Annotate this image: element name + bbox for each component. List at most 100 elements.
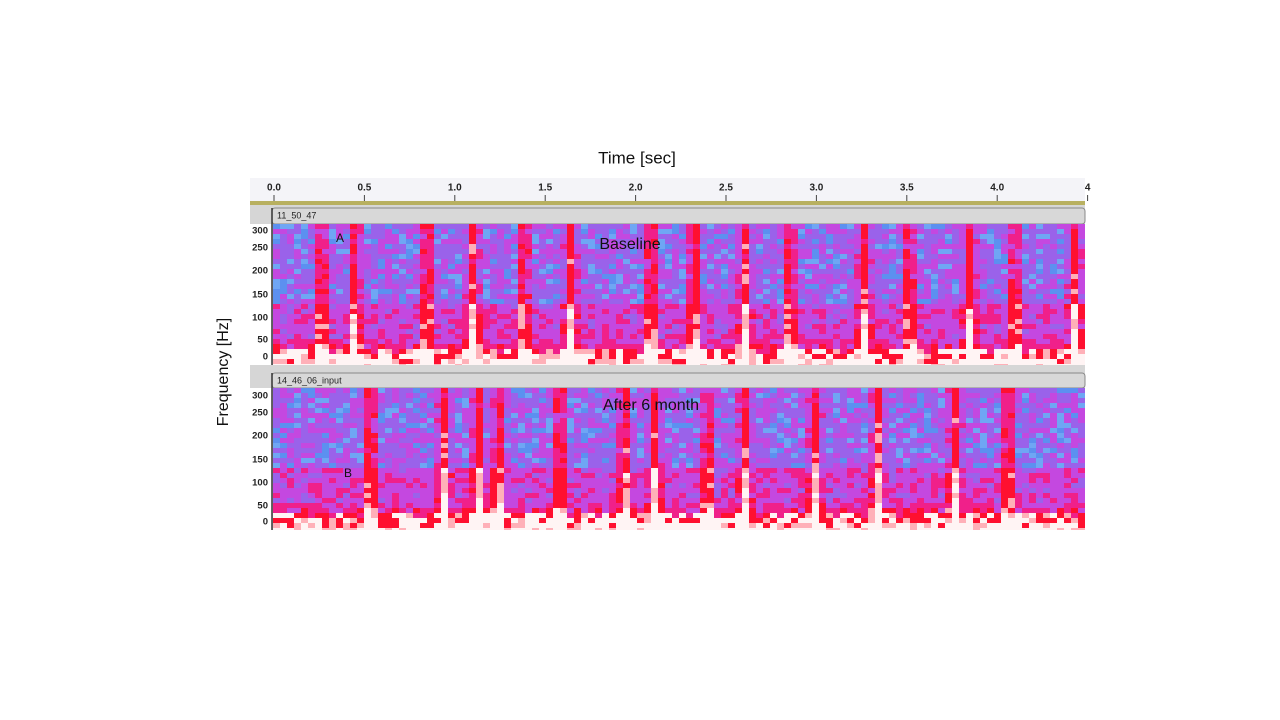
spectrogram-cell (539, 324, 546, 329)
spectrogram-cell (322, 518, 329, 523)
spectrogram-cell (406, 388, 413, 393)
spectrogram-cell (609, 488, 616, 493)
spectrogram-cell (315, 229, 322, 234)
spectrogram-cell (791, 244, 798, 249)
spectrogram-cell (742, 309, 749, 314)
spectrogram-cell (476, 388, 483, 393)
spectrogram-cell (1001, 324, 1008, 329)
spectrogram-cell (609, 279, 616, 284)
spectrogram-cell (623, 299, 630, 304)
spectrogram-cell (721, 344, 728, 349)
spectrogram-cell (357, 513, 364, 518)
spectrogram-cell (1057, 224, 1064, 229)
spectrogram-cell (707, 339, 714, 344)
spectrogram-cell (826, 259, 833, 264)
spectrogram-cell (273, 359, 280, 364)
spectrogram-cell (658, 359, 665, 364)
spectrogram-cell (686, 319, 693, 324)
spectrogram-cell (644, 423, 651, 428)
spectrogram-cell (791, 304, 798, 309)
y-tick-label: 250 (252, 408, 268, 419)
spectrogram-cell (581, 324, 588, 329)
spectrogram-cell (994, 274, 1001, 279)
spectrogram-cell (602, 319, 609, 324)
spectrogram-cell (476, 528, 483, 530)
spectrogram-cell (329, 388, 336, 393)
spectrogram-cell (735, 339, 742, 344)
spectrogram-cell (294, 249, 301, 254)
spectrogram-cell (987, 284, 994, 289)
spectrogram-cell (595, 284, 602, 289)
spectrogram-cell (630, 354, 637, 359)
spectrogram-cell (448, 403, 455, 408)
spectrogram-cell (497, 349, 504, 354)
spectrogram-cell (644, 344, 651, 349)
spectrogram-cell (553, 314, 560, 319)
spectrogram-cell (483, 428, 490, 433)
spectrogram-cell (1050, 334, 1057, 339)
spectrogram-cell (1036, 304, 1043, 309)
spectrogram-cell (336, 498, 343, 503)
spectrogram-cell (644, 279, 651, 284)
spectrogram-cell (987, 299, 994, 304)
spectrogram-cell (434, 259, 441, 264)
spectrogram-cell (637, 518, 644, 523)
spectrogram-cell (553, 239, 560, 244)
spectrogram-cell (532, 274, 539, 279)
spectrogram-cell (1064, 339, 1071, 344)
spectrogram-cell (448, 503, 455, 508)
spectrogram-cell (329, 463, 336, 468)
spectrogram-cell (343, 423, 350, 428)
spectrogram-cell (728, 309, 735, 314)
spectrogram-cell (616, 239, 623, 244)
spectrogram-cell (357, 468, 364, 473)
spectrogram-cell (532, 453, 539, 458)
spectrogram-cell (623, 254, 630, 259)
spectrogram-cell (273, 319, 280, 324)
spectrogram-cell (973, 284, 980, 289)
spectrogram-cell (287, 234, 294, 239)
spectrogram-cell (609, 269, 616, 274)
spectrogram-cell (623, 224, 630, 229)
spectrogram-cell (287, 403, 294, 408)
spectrogram-cell (889, 279, 896, 284)
spectrogram-cell (518, 508, 525, 513)
spectrogram-cell (714, 324, 721, 329)
spectrogram-cell (469, 274, 476, 279)
spectrogram-cell (427, 443, 434, 448)
spectrogram-cell (532, 249, 539, 254)
spectrogram-cell (532, 334, 539, 339)
spectrogram-cell (847, 304, 854, 309)
spectrogram-cell (623, 523, 630, 528)
spectrogram-cell (546, 284, 553, 289)
spectrogram-cell (819, 284, 826, 289)
spectrogram-cell (1029, 359, 1036, 364)
spectrogram-cell (399, 354, 406, 359)
spectrogram-cell (595, 229, 602, 234)
spectrogram-cell (455, 463, 462, 468)
spectrogram-cell (966, 284, 973, 289)
spectrogram-cell (497, 329, 504, 334)
spectrogram-cell (581, 513, 588, 518)
spectrogram-cell (420, 279, 427, 284)
spectrogram-cell (854, 319, 861, 324)
spectrogram-cell (448, 458, 455, 463)
spectrogram-cell (1057, 354, 1064, 359)
spectrogram-cell (637, 423, 644, 428)
spectrogram-cell (889, 339, 896, 344)
spectrogram-cell (784, 354, 791, 359)
spectrogram-cell (294, 224, 301, 229)
spectrogram-cell (567, 428, 574, 433)
spectrogram-cell (308, 398, 315, 403)
spectrogram-cell (567, 513, 574, 518)
spectrogram-cell (560, 408, 567, 413)
spectrogram-cell (329, 498, 336, 503)
spectrogram-cell (980, 229, 987, 234)
spectrogram-cell (406, 433, 413, 438)
spectrogram-cell (679, 364, 686, 365)
spectrogram-cell (805, 364, 812, 365)
spectrogram-cell (973, 244, 980, 249)
spectrogram-cell (539, 289, 546, 294)
spectrogram-cell (952, 349, 959, 354)
spectrogram-cell (560, 398, 567, 403)
